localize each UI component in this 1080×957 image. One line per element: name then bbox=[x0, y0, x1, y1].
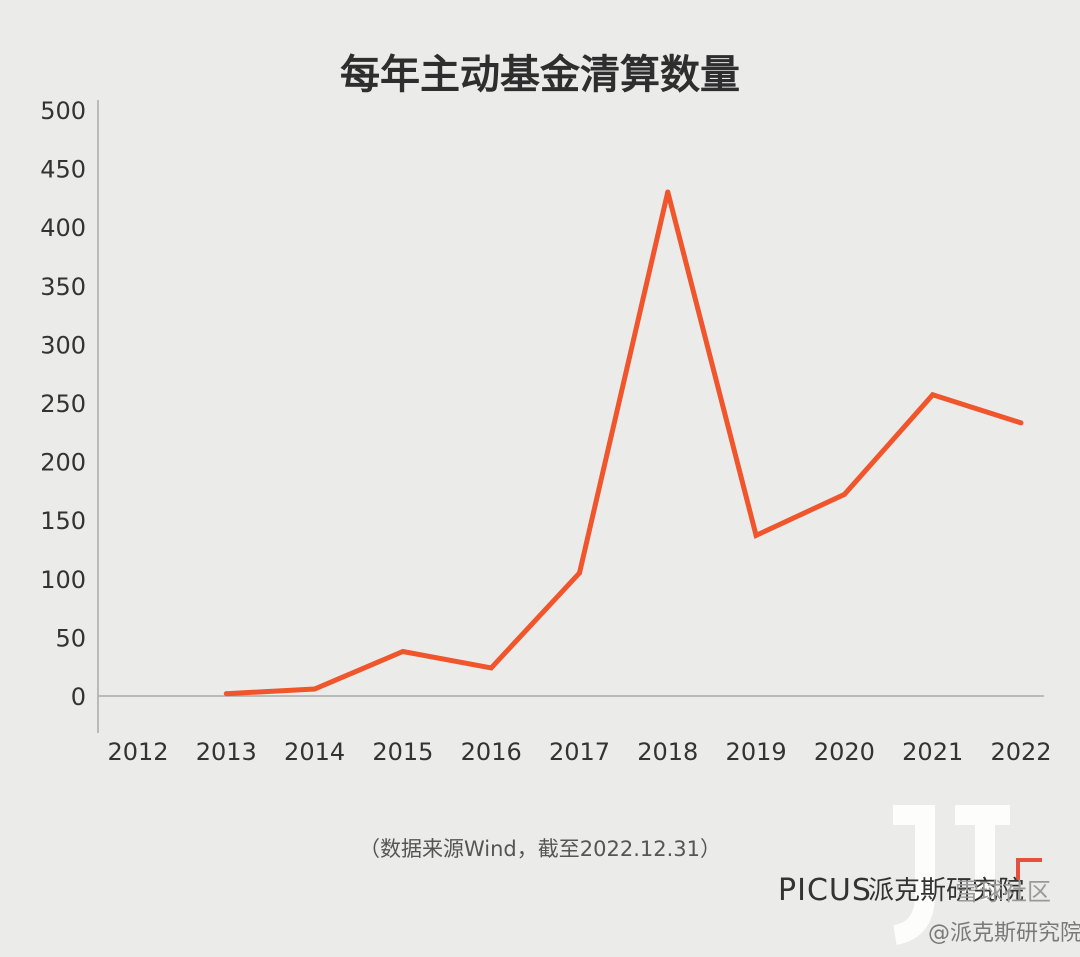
x-tick-label: 2016 bbox=[461, 738, 522, 766]
y-tick-label: 450 bbox=[40, 156, 86, 184]
community-watermark: 雪球社区 bbox=[955, 878, 1051, 906]
data-point bbox=[841, 491, 847, 497]
author-watermark: @派克斯研究院 bbox=[928, 921, 1080, 946]
x-tick-label: 2021 bbox=[902, 738, 963, 766]
data-point bbox=[577, 570, 582, 576]
x-tick-label: 2020 bbox=[814, 738, 875, 766]
y-tick-label: 200 bbox=[40, 449, 86, 477]
x-tick-label: 2015 bbox=[372, 738, 433, 766]
y-tick-label: 0 bbox=[71, 683, 86, 711]
y-tick-label: 250 bbox=[40, 390, 86, 418]
x-tick-label: 2012 bbox=[107, 738, 168, 766]
x-tick-label: 2017 bbox=[549, 738, 610, 766]
brand-logo-icon bbox=[892, 805, 1042, 945]
x-tick-label: 2013 bbox=[196, 738, 257, 766]
data-point bbox=[312, 686, 318, 692]
chart-title: 每年主动基金清算数量 bbox=[340, 52, 740, 98]
x-tick-label: 2019 bbox=[726, 738, 787, 766]
y-tick-label: 50 bbox=[55, 624, 86, 652]
x-tick-label: 2022 bbox=[990, 738, 1051, 766]
y-tick-label: 100 bbox=[40, 566, 86, 594]
x-tick-labels: 2012 2013 2014 2015 2016 2017 2018 2019 2020 2021… bbox=[107, 738, 1051, 766]
data-point bbox=[930, 392, 936, 398]
y-tick-label: 300 bbox=[40, 331, 86, 359]
y-tick-label: 500 bbox=[40, 97, 86, 125]
series-line bbox=[226, 191, 1022, 697]
source-note: （数据来源Wind，截至2022.12.31） bbox=[359, 837, 721, 861]
data-point bbox=[223, 691, 229, 697]
series-points bbox=[223, 189, 1024, 697]
y-tick-label: 400 bbox=[40, 214, 86, 242]
data-point bbox=[665, 189, 671, 195]
y-tick-label: 350 bbox=[40, 273, 86, 301]
x-tick-label: 2014 bbox=[284, 738, 345, 766]
y-tick-labels: 0 50 100 150 200 250 300 350 400 450 500 bbox=[40, 97, 86, 711]
brand-latin: PICUS bbox=[778, 873, 872, 908]
x-tick-label: 2018 bbox=[637, 738, 698, 766]
data-point bbox=[400, 648, 406, 654]
y-tick-label: 150 bbox=[40, 507, 86, 535]
data-point bbox=[1018, 420, 1024, 426]
data-point bbox=[753, 532, 759, 538]
brand-cn: 派克斯研究院 bbox=[868, 876, 1024, 906]
data-point bbox=[488, 665, 494, 671]
